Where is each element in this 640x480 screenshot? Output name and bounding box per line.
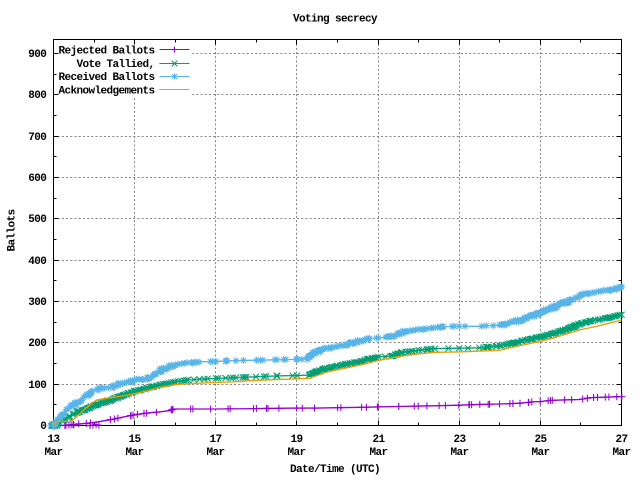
svg-text:100: 100 <box>28 380 46 392</box>
svg-text:200: 200 <box>28 338 46 350</box>
svg-text:Mar: Mar <box>206 447 224 459</box>
svg-text:Mar: Mar <box>531 447 549 459</box>
svg-text:Received Ballots: Received Ballots <box>58 72 154 84</box>
svg-text:21: 21 <box>372 434 385 446</box>
svg-text:17: 17 <box>209 434 221 446</box>
svg-text:13: 13 <box>47 434 60 446</box>
svg-text:27: 27 <box>615 434 627 446</box>
svg-text:Mar: Mar <box>369 447 387 459</box>
svg-text:600: 600 <box>28 173 46 185</box>
svg-text:Mar: Mar <box>450 447 468 459</box>
svg-text:Voting secrecy: Voting secrecy <box>293 14 378 26</box>
svg-text:700: 700 <box>28 132 46 144</box>
svg-text:Mar: Mar <box>612 447 630 459</box>
svg-text:500: 500 <box>28 214 46 226</box>
svg-text:23: 23 <box>453 434 466 446</box>
svg-text:Ballots: Ballots <box>7 209 19 251</box>
svg-text:Rejected Ballots: Rejected Ballots <box>58 46 154 58</box>
svg-text:Acknowledgements: Acknowledgements <box>58 86 154 98</box>
svg-text:Mar: Mar <box>125 447 143 459</box>
svg-text:25: 25 <box>534 434 547 446</box>
svg-text:Mar: Mar <box>287 447 305 459</box>
svg-text:0: 0 <box>40 421 46 433</box>
svg-text:Mar: Mar <box>44 447 62 459</box>
svg-text:800: 800 <box>28 90 46 102</box>
svg-text:15: 15 <box>128 434 141 446</box>
svg-text:Date/Time (UTC): Date/Time (UTC) <box>290 464 380 476</box>
svg-text:400: 400 <box>28 256 46 268</box>
svg-text:900: 900 <box>28 49 46 61</box>
svg-text:19: 19 <box>290 434 302 446</box>
svg-text:Vote Tallied,: Vote Tallied, <box>76 59 154 71</box>
svg-text:300: 300 <box>28 297 46 309</box>
